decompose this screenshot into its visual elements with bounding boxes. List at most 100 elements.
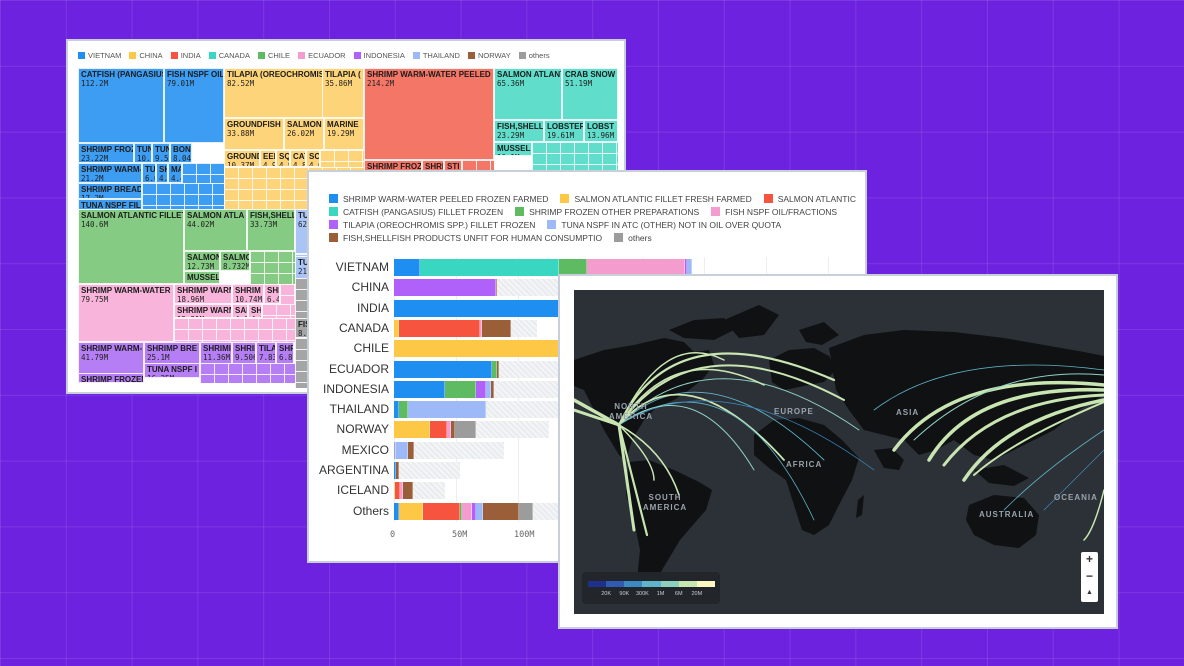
bar-row[interactable]: CHILE [309,338,865,358]
treemap-cell[interactable]: GROUND 10.37M [224,150,260,167]
bar-segment[interactable] [396,441,408,459]
treemap-cell[interactable]: SHRIMP BREADE 17.2M [78,183,142,199]
treemap-cell[interactable]: SHRIMP WARM- 21.2M [78,163,142,183]
bar-segment[interactable] [447,421,452,439]
treemap-cell[interactable]: TILAPIA (35.86M [322,68,364,118]
legend-item[interactable]: ECUADOR [298,51,346,60]
legend-item[interactable]: INDONESIA [353,51,405,60]
bar-segment[interactable] [451,421,455,439]
bar-row[interactable]: ARGENTINA [309,460,865,480]
treemap-cell[interactable]: EEL4.9 [260,150,276,167]
bar-segment[interactable] [495,279,497,297]
treemap-cell[interactable]: SHRIMP WARM-WATER 79.75M [78,284,174,342]
treemap-cell[interactable]: SALMON ATLA 44.02M [184,209,247,251]
treemap-cell[interactable]: SHRIMP WARM 18.96M [174,284,232,304]
legend-item[interactable]: FISH,SHELLFISH PRODUCTS UNFIT FOR HUMAN … [329,233,602,243]
bar-segment[interactable] [420,259,559,276]
treemap-cell[interactable]: SAF4.6 [232,304,248,318]
treemap-cell[interactable]: MARINE 19.29M [324,118,364,150]
reset-north-button[interactable]: ▲ [1086,588,1093,596]
bar-row[interactable]: MEXICO [309,440,865,460]
treemap-cell[interactable]: TILAPIA (OREOCHROMIS 82.52M [224,68,336,118]
treemap-cell[interactable]: SHI4.6 [156,163,168,183]
treemap-cell[interactable]: SHRIMP FROZEN [78,373,144,383]
bar-segment[interactable] [398,401,408,419]
bar-segment[interactable] [422,502,460,520]
bar-row[interactable]: NORWAY [309,419,865,439]
treemap-cell[interactable]: SQL4.9 [276,150,290,167]
bar-segment[interactable] [394,401,399,419]
legend-item[interactable]: SALMON ATLANTIC [763,194,856,204]
treemap-cell[interactable]: SHF6.4 [264,284,280,304]
bar-segment[interactable] [459,502,463,520]
bar-segment[interactable] [483,502,520,520]
bar-row[interactable]: Others [309,501,865,521]
bar-segment[interactable] [587,259,686,276]
bar-segment[interactable] [394,319,399,337]
treemap-cell[interactable]: CRAB SNOW 51.19M [562,68,618,120]
bar-segment[interactable] [475,502,484,520]
legend-item[interactable]: CHILE [257,51,290,60]
bar-segment[interactable] [482,319,511,337]
treemap-cell[interactable]: BONI 8.04 [170,143,192,163]
bar-segment[interactable] [394,502,399,520]
treemap-cell[interactable]: SALMO 8.732M [220,251,250,271]
treemap-cell[interactable]: FISH,SHELL 33.73M [247,209,295,251]
treemap-cell[interactable]: TUNA N10.76M [134,143,152,163]
treemap-cell[interactable]: FISH,SHELLI 23.29M [494,120,544,142]
legend-item[interactable]: THAILAND [412,51,460,60]
bar-segment[interactable] [429,421,448,439]
treemap-cell[interactable]: SHRIM 10.74M [232,284,264,304]
bar-segment[interactable] [519,502,533,520]
bar-segment[interactable] [398,502,423,520]
bar-segment[interactable] [485,380,491,398]
legend-item[interactable]: INDIA [170,51,201,60]
bar-segment[interactable] [394,462,397,479]
bar-segment[interactable] [490,380,495,398]
treemap-cell[interactable]: SHRIMP FROZEN23.22M [78,143,134,163]
bar-segment[interactable] [444,380,476,398]
legend-item[interactable]: others [614,233,652,243]
bar-row[interactable]: ECUADOR [309,359,865,379]
bar-row[interactable]: INDONESIA [309,379,865,399]
treemap-cell[interactable]: TUN6.03 [142,163,156,183]
treemap-cell[interactable]: SALMON ATLANTIC FILLET 140.6M [78,209,184,284]
bar-segment[interactable] [479,319,483,337]
treemap-cell[interactable]: CATFISH (PANGASIUS 112.2M [78,68,164,143]
bar-segment[interactable] [396,462,399,479]
treemap-cell[interactable]: TUNA9.534M [152,143,170,163]
bar-segment[interactable] [400,482,403,500]
treemap-cell[interactable]: MUSSEL9.986M [184,271,220,284]
bar-segment[interactable] [407,401,486,419]
treemap-cell[interactable]: SCA4.6 [306,150,320,167]
bar-segment[interactable] [394,482,396,500]
bar-row[interactable]: CHINA [309,277,865,297]
treemap-cell[interactable]: SALMON N26.02M [284,118,324,150]
legend-item[interactable]: others [518,51,550,60]
treemap-cell[interactable]: LOBST 13.96M [584,120,618,142]
bar-segment[interactable] [472,502,476,520]
bar-segment[interactable] [454,421,476,439]
bar-segment[interactable] [394,279,496,297]
bar-segment[interactable] [395,441,397,459]
treemap-cell[interactable]: SHRIMP WARM-WATER PEELED F 214.2M [364,68,494,160]
legend-item[interactable]: CANADA [208,51,250,60]
treemap-cell[interactable]: FISH NSPF OIL, 79.01M [164,68,224,143]
treemap-cell[interactable]: SALMON ATLANT 65.36M [494,68,562,120]
bar-segment[interactable] [394,421,430,439]
zoom-out-button[interactable]: − [1085,568,1093,583]
treemap-cell[interactable]: LOBSTER 19.61M [544,120,584,142]
legend-item[interactable]: SALMON ATLANTIC FILLET FRESH FARMED [560,194,752,204]
bar-row[interactable]: VIETNAM [309,257,865,277]
bar-segment[interactable] [475,380,486,398]
legend-item[interactable]: FISH NSPF OIL/FRACTIONS [711,207,837,217]
bar-segment[interactable] [394,360,492,378]
legend-item[interactable]: TUNA NSPF IN ATC (OTHER) NOT IN OIL OVER… [547,220,781,230]
treemap-cell[interactable]: SHI4.2 [248,304,262,318]
treemap-cell[interactable]: MA4.4 [168,163,182,183]
bar-segment[interactable] [394,441,396,459]
zoom-in-button[interactable]: + [1085,552,1093,567]
legend-item[interactable]: CATFISH (PANGASIUS) FILLET FROZEN [329,207,503,217]
bar-segment[interactable] [402,482,413,500]
treemap-cell[interactable]: SALMON 12.73M [184,251,220,271]
